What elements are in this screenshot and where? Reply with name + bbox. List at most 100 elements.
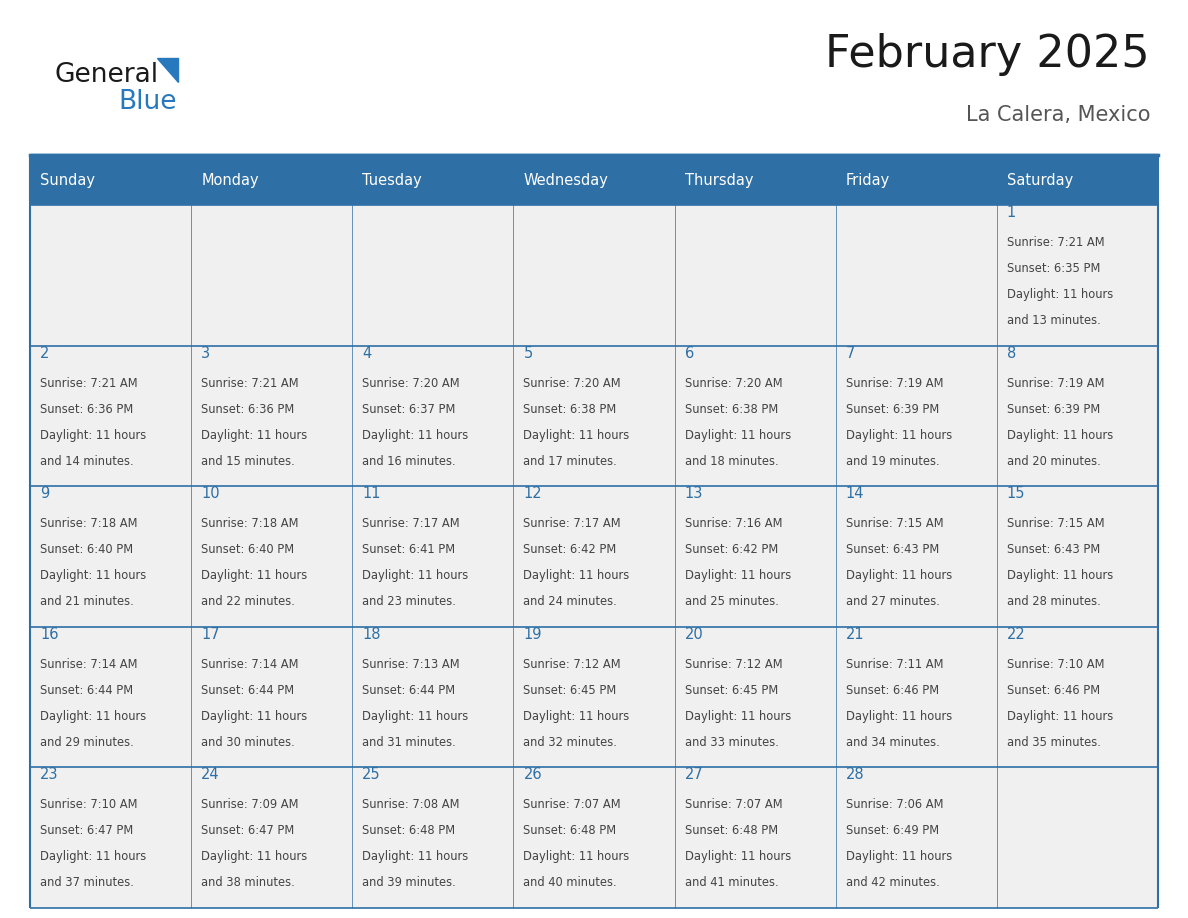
- Text: and 27 minutes.: and 27 minutes.: [846, 595, 940, 608]
- Text: and 41 minutes.: and 41 minutes.: [684, 877, 778, 890]
- Text: Sunset: 6:38 PM: Sunset: 6:38 PM: [684, 402, 778, 416]
- Text: Sunset: 6:35 PM: Sunset: 6:35 PM: [1007, 262, 1100, 275]
- Bar: [997, 627, 1158, 767]
- Bar: [513, 205, 675, 345]
- Text: 17: 17: [201, 627, 220, 642]
- Text: and 38 minutes.: and 38 minutes.: [201, 877, 295, 890]
- Bar: [513, 487, 675, 627]
- Text: 2: 2: [40, 345, 50, 361]
- Text: Daylight: 11 hours: Daylight: 11 hours: [684, 429, 791, 442]
- Text: Sunset: 6:40 PM: Sunset: 6:40 PM: [40, 543, 133, 556]
- Text: Daylight: 11 hours: Daylight: 11 hours: [1007, 710, 1113, 722]
- Text: Sunset: 6:47 PM: Sunset: 6:47 PM: [40, 824, 133, 837]
- Text: Sunrise: 7:16 AM: Sunrise: 7:16 AM: [684, 517, 782, 530]
- Text: Daylight: 11 hours: Daylight: 11 hours: [362, 429, 468, 442]
- Text: Sunset: 6:42 PM: Sunset: 6:42 PM: [684, 543, 778, 556]
- Text: Monday: Monday: [201, 173, 259, 187]
- Text: 12: 12: [524, 487, 542, 501]
- Text: Tuesday: Tuesday: [362, 173, 422, 187]
- Text: and 40 minutes.: and 40 minutes.: [524, 877, 617, 890]
- Text: 5: 5: [524, 345, 532, 361]
- Bar: [835, 205, 997, 345]
- Text: Daylight: 11 hours: Daylight: 11 hours: [40, 710, 146, 722]
- Bar: [191, 767, 353, 908]
- Text: and 24 minutes.: and 24 minutes.: [524, 595, 618, 608]
- Text: and 25 minutes.: and 25 minutes.: [684, 595, 778, 608]
- Text: Daylight: 11 hours: Daylight: 11 hours: [201, 429, 308, 442]
- Bar: [675, 627, 835, 767]
- Text: 27: 27: [684, 767, 703, 782]
- Text: 13: 13: [684, 487, 703, 501]
- Text: 18: 18: [362, 627, 381, 642]
- Text: Sunrise: 7:15 AM: Sunrise: 7:15 AM: [1007, 517, 1105, 530]
- Text: 24: 24: [201, 767, 220, 782]
- Text: Sunset: 6:41 PM: Sunset: 6:41 PM: [362, 543, 455, 556]
- Text: 11: 11: [362, 487, 381, 501]
- Text: and 21 minutes.: and 21 minutes.: [40, 595, 134, 608]
- Text: Sunset: 6:45 PM: Sunset: 6:45 PM: [684, 684, 778, 697]
- Text: Daylight: 11 hours: Daylight: 11 hours: [40, 429, 146, 442]
- Text: and 31 minutes.: and 31 minutes.: [362, 735, 456, 749]
- Text: Saturday: Saturday: [1007, 173, 1073, 187]
- Text: Sunrise: 7:17 AM: Sunrise: 7:17 AM: [362, 517, 460, 530]
- Text: Sunset: 6:36 PM: Sunset: 6:36 PM: [201, 402, 295, 416]
- Text: 4: 4: [362, 345, 372, 361]
- Text: Sunset: 6:36 PM: Sunset: 6:36 PM: [40, 402, 133, 416]
- Text: 19: 19: [524, 627, 542, 642]
- Text: Sunset: 6:44 PM: Sunset: 6:44 PM: [40, 684, 133, 697]
- Bar: [353, 345, 513, 487]
- Text: Daylight: 11 hours: Daylight: 11 hours: [846, 710, 952, 722]
- Text: Sunset: 6:42 PM: Sunset: 6:42 PM: [524, 543, 617, 556]
- Text: Sunrise: 7:10 AM: Sunrise: 7:10 AM: [1007, 657, 1105, 671]
- Text: Sunrise: 7:19 AM: Sunrise: 7:19 AM: [846, 376, 943, 389]
- Text: Sunrise: 7:20 AM: Sunrise: 7:20 AM: [524, 376, 621, 389]
- Text: and 16 minutes.: and 16 minutes.: [362, 454, 456, 467]
- Text: Sunrise: 7:10 AM: Sunrise: 7:10 AM: [40, 799, 138, 812]
- Bar: [353, 767, 513, 908]
- Text: Daylight: 11 hours: Daylight: 11 hours: [684, 569, 791, 582]
- Bar: [997, 345, 1158, 487]
- Text: Sunset: 6:49 PM: Sunset: 6:49 PM: [846, 824, 939, 837]
- Bar: [353, 487, 513, 627]
- Text: Sunset: 6:44 PM: Sunset: 6:44 PM: [201, 684, 295, 697]
- Text: Sunrise: 7:20 AM: Sunrise: 7:20 AM: [362, 376, 460, 389]
- Text: and 20 minutes.: and 20 minutes.: [1007, 454, 1100, 467]
- Bar: [835, 627, 997, 767]
- Text: and 14 minutes.: and 14 minutes.: [40, 454, 133, 467]
- Bar: [675, 767, 835, 908]
- Text: 22: 22: [1007, 627, 1025, 642]
- Text: Sunrise: 7:17 AM: Sunrise: 7:17 AM: [524, 517, 621, 530]
- Bar: [191, 627, 353, 767]
- Text: Daylight: 11 hours: Daylight: 11 hours: [40, 850, 146, 863]
- Text: 14: 14: [846, 487, 864, 501]
- Text: and 30 minutes.: and 30 minutes.: [201, 735, 295, 749]
- Text: Daylight: 11 hours: Daylight: 11 hours: [362, 569, 468, 582]
- Text: and 22 minutes.: and 22 minutes.: [201, 595, 295, 608]
- Text: Sunset: 6:48 PM: Sunset: 6:48 PM: [684, 824, 778, 837]
- Bar: [191, 205, 353, 345]
- Bar: [675, 345, 835, 487]
- Text: and 28 minutes.: and 28 minutes.: [1007, 595, 1100, 608]
- Text: Daylight: 11 hours: Daylight: 11 hours: [1007, 288, 1113, 301]
- Bar: [353, 627, 513, 767]
- Text: 1: 1: [1007, 205, 1016, 220]
- Text: 16: 16: [40, 627, 58, 642]
- Text: and 34 minutes.: and 34 minutes.: [846, 735, 940, 749]
- Text: Sunset: 6:46 PM: Sunset: 6:46 PM: [846, 684, 939, 697]
- Bar: [997, 767, 1158, 908]
- Text: Sunrise: 7:18 AM: Sunrise: 7:18 AM: [201, 517, 298, 530]
- Bar: [835, 487, 997, 627]
- Text: Wednesday: Wednesday: [524, 173, 608, 187]
- Text: Sunset: 6:47 PM: Sunset: 6:47 PM: [201, 824, 295, 837]
- Text: and 15 minutes.: and 15 minutes.: [201, 454, 295, 467]
- Text: 23: 23: [40, 767, 58, 782]
- Text: Sunset: 6:40 PM: Sunset: 6:40 PM: [201, 543, 295, 556]
- Text: Daylight: 11 hours: Daylight: 11 hours: [362, 710, 468, 722]
- Bar: [675, 487, 835, 627]
- Text: Thursday: Thursday: [684, 173, 753, 187]
- Text: Sunset: 6:44 PM: Sunset: 6:44 PM: [362, 684, 455, 697]
- Text: Sunset: 6:45 PM: Sunset: 6:45 PM: [524, 684, 617, 697]
- Text: Sunrise: 7:20 AM: Sunrise: 7:20 AM: [684, 376, 782, 389]
- Bar: [835, 345, 997, 487]
- Bar: [513, 345, 675, 487]
